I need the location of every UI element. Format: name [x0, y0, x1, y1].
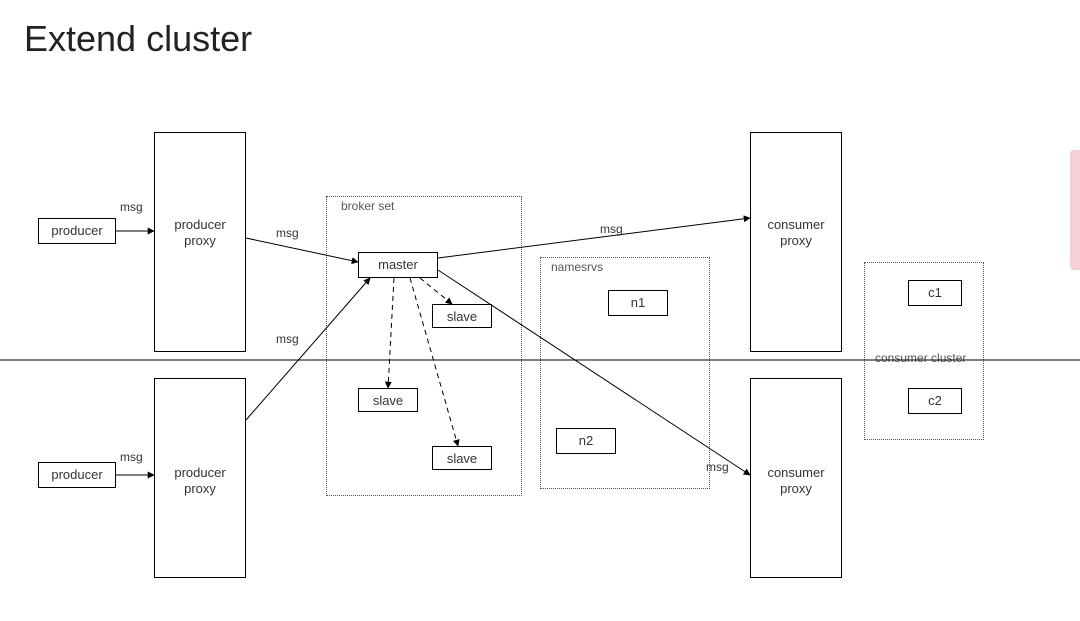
node-producer-1-label: producer: [39, 219, 115, 243]
node-slave-1: slave: [432, 304, 492, 328]
edge-label-1: msg: [120, 450, 143, 464]
node-c2-label: c2: [909, 389, 961, 413]
node-consumer-proxy-1: consumer proxy: [750, 132, 842, 352]
edge-label-2: msg: [276, 226, 299, 240]
node-consumer-proxy-2: consumer proxy: [750, 378, 842, 578]
group-consumer-cluster-label: consumer cluster: [871, 351, 970, 365]
edge-label-3: msg: [276, 332, 299, 346]
edge-label-0: msg: [120, 200, 143, 214]
page-title-text: Extend cluster: [24, 18, 252, 59]
node-c2: c2: [908, 388, 962, 414]
decorative-accent: [1070, 150, 1080, 270]
page-title: Extend cluster: [24, 18, 252, 60]
node-slave-2-label: slave: [359, 389, 417, 413]
node-producer-proxy-1: producer proxy: [154, 132, 246, 352]
node-producer-proxy-1-label: producer proxy: [155, 213, 245, 252]
node-slave-1-label: slave: [433, 305, 491, 329]
group-namesrvs-label: namesrvs: [547, 260, 607, 274]
node-n1-label: n1: [609, 291, 667, 315]
node-producer-1: producer: [38, 218, 116, 244]
node-c1: c1: [908, 280, 962, 306]
node-master: master: [358, 252, 438, 278]
node-producer-proxy-2: producer proxy: [154, 378, 246, 578]
node-c1-label: c1: [909, 281, 961, 305]
edge-label-4: msg: [600, 222, 623, 236]
node-producer-proxy-2-label: producer proxy: [155, 461, 245, 500]
node-n1: n1: [608, 290, 668, 316]
group-broker-set: broker set: [326, 196, 522, 496]
node-consumer-proxy-1-label: consumer proxy: [751, 213, 841, 252]
node-slave-2: slave: [358, 388, 418, 412]
node-n2-label: n2: [557, 429, 615, 453]
node-slave-3-label: slave: [433, 447, 491, 471]
node-producer-2-label: producer: [39, 463, 115, 487]
node-master-label: master: [359, 253, 437, 277]
node-producer-2: producer: [38, 462, 116, 488]
edge-label-5: msg: [706, 460, 729, 474]
node-n2: n2: [556, 428, 616, 454]
node-slave-3: slave: [432, 446, 492, 470]
node-consumer-proxy-2-label: consumer proxy: [751, 461, 841, 500]
group-broker-set-label: broker set: [337, 199, 398, 213]
